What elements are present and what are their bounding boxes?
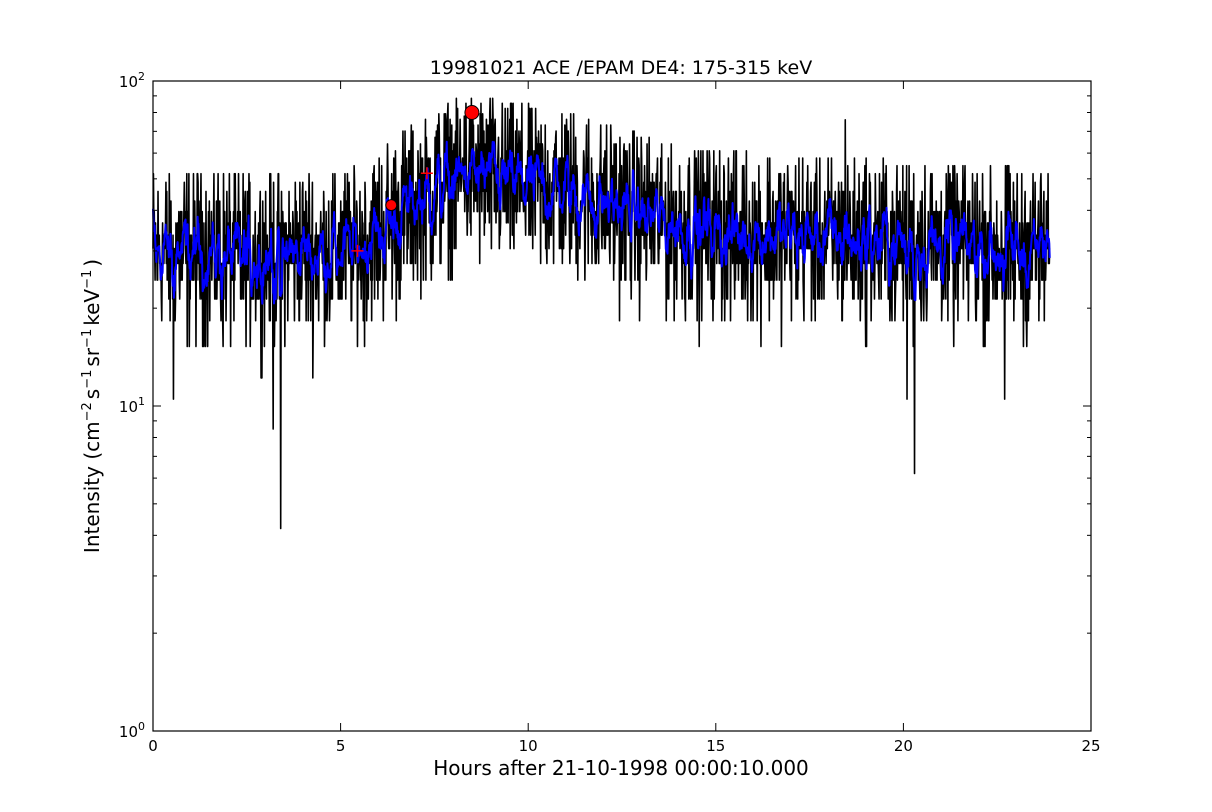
y-tick-label: 100 xyxy=(119,720,145,741)
series-line-raw xyxy=(152,97,1051,530)
y-axis: 100 101 102 xyxy=(119,70,1091,741)
x-tick-label: 0 xyxy=(148,737,158,755)
chart-title: 19981021 ACE /EPAM DE4: 175-315 keV xyxy=(430,57,812,79)
x-tick-label: 10 xyxy=(519,737,538,755)
onset-marker-plus xyxy=(420,167,433,180)
peak-marker-circle xyxy=(464,104,480,120)
x-tick-label: 5 xyxy=(336,737,346,755)
peak-marker-circle xyxy=(385,199,398,212)
onset-marker-plus xyxy=(351,244,364,257)
y-tick-label: 102 xyxy=(119,70,145,91)
series-line-smoothed xyxy=(152,140,1051,305)
x-axis-label: Hours after 21-10-1998 00:00:10.000 xyxy=(433,756,809,780)
plot-area xyxy=(152,97,1051,530)
y-tick-label: 101 xyxy=(119,395,145,416)
x-axis: 0 5 10 15 20 25 xyxy=(148,81,1101,755)
y-axis-label: Intensity (cm−2s−1sr−1keV−1) xyxy=(80,259,104,553)
x-tick-label: 25 xyxy=(1081,737,1100,755)
x-tick-label: 20 xyxy=(894,737,913,755)
x-tick-label: 15 xyxy=(706,737,725,755)
